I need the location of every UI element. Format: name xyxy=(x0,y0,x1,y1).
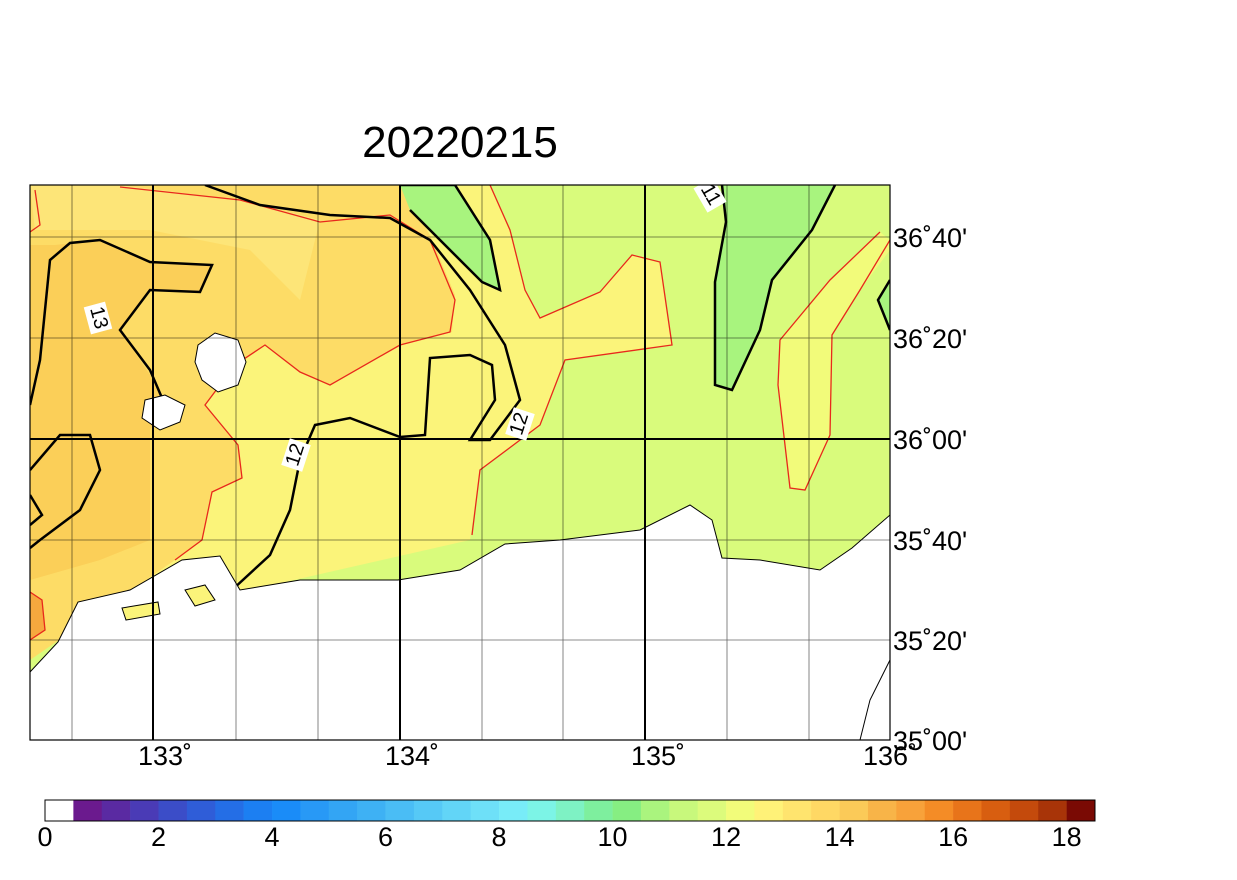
colorbar-box xyxy=(499,800,528,821)
island xyxy=(121,601,161,621)
colorbar-frame xyxy=(44,799,1096,822)
zone-11-right xyxy=(715,185,835,390)
zone-13-light xyxy=(30,185,320,300)
colorbar-box xyxy=(101,800,131,821)
zone-13-5 xyxy=(30,240,212,580)
colorbar-tick-label: 12 xyxy=(711,822,741,852)
colorbar-box xyxy=(981,800,1011,821)
longitude-label: 135˚ xyxy=(631,741,685,771)
colorbar-box xyxy=(328,800,358,821)
colorbar-box xyxy=(697,800,727,821)
contour-label: 12 xyxy=(505,407,535,441)
colorbar-box xyxy=(470,800,500,821)
colorbar-box xyxy=(130,800,159,821)
colorbar-tick-label: 16 xyxy=(938,822,968,852)
latitude-label: 35˚20' xyxy=(893,626,967,656)
major-graticule xyxy=(30,185,890,740)
colorbar-box xyxy=(413,800,443,821)
colorbar-box xyxy=(1009,800,1039,821)
latitude-label: 35˚00' xyxy=(893,726,967,756)
colorbar-box xyxy=(1038,800,1067,821)
zone-12-right xyxy=(778,232,890,490)
coast-detail xyxy=(859,659,890,740)
colorbar: 0 2 4 6 8 10 12 14 16 18 xyxy=(37,799,1096,852)
colorbar-box xyxy=(640,800,670,821)
colorbar-box xyxy=(669,800,699,821)
colorbar-box xyxy=(527,800,557,821)
map: 13 12 12 11 xyxy=(30,185,890,740)
colorbar-box xyxy=(357,800,386,821)
contour-label: 12 xyxy=(281,438,311,472)
colorbar-box xyxy=(215,800,244,821)
colorbar-tick-label: 6 xyxy=(378,822,393,852)
colorbar-box xyxy=(839,800,869,821)
colorbar-box xyxy=(385,800,415,821)
latitude-label: 36˚20' xyxy=(893,324,967,354)
colorbar-tick-label: 4 xyxy=(265,822,280,852)
colorbar-box xyxy=(45,800,74,821)
colorbar-box xyxy=(300,800,330,821)
graticule xyxy=(30,185,890,740)
colorbar-tick-label: 14 xyxy=(825,822,855,852)
colorbar-box xyxy=(555,800,585,821)
colorbar-box xyxy=(158,800,188,821)
longitude-label: 134˚ xyxy=(385,741,439,771)
colorbar-box xyxy=(584,800,613,821)
contour-label: 13 xyxy=(83,301,113,335)
colorbar-box xyxy=(754,800,784,821)
lake xyxy=(184,584,216,607)
colorbar-tick-label: 2 xyxy=(151,822,166,852)
colorbar-tick-label: 10 xyxy=(598,822,628,852)
colorbar-box xyxy=(811,800,840,821)
island xyxy=(194,332,247,393)
zone-14 xyxy=(30,592,45,640)
longitude-label: 133˚ xyxy=(138,741,192,771)
colorbar-box xyxy=(1066,800,1096,821)
zone-11-edge xyxy=(878,280,890,330)
latitude-label: 36˚40' xyxy=(893,223,967,253)
contour-lines xyxy=(30,185,890,591)
colorbar-box xyxy=(896,800,926,821)
colorbar-tick-label: 18 xyxy=(1052,822,1082,852)
colorbar-box xyxy=(726,800,755,821)
colorbar-box xyxy=(442,800,471,821)
colorbar-box xyxy=(73,800,103,821)
colorbar-box xyxy=(612,800,642,821)
colorbar-tick-label: 8 xyxy=(492,822,507,852)
colorbar-box xyxy=(953,800,982,821)
colorbar-box xyxy=(867,800,897,821)
longitude-label: 136˚ xyxy=(863,741,917,771)
colorbar-box xyxy=(782,800,812,821)
colorbar-box xyxy=(243,800,273,821)
colorbar-box xyxy=(272,800,301,821)
colorbar-box xyxy=(186,800,216,821)
latitude-label: 36˚00' xyxy=(893,425,967,455)
map-frame xyxy=(29,184,891,741)
latitude-label: 35˚40' xyxy=(893,526,967,556)
map-title: 20220215 xyxy=(362,118,558,167)
zone-11-top xyxy=(400,185,500,290)
colorbar-box xyxy=(924,800,954,821)
colorbar-tick-label: 0 xyxy=(37,822,52,852)
